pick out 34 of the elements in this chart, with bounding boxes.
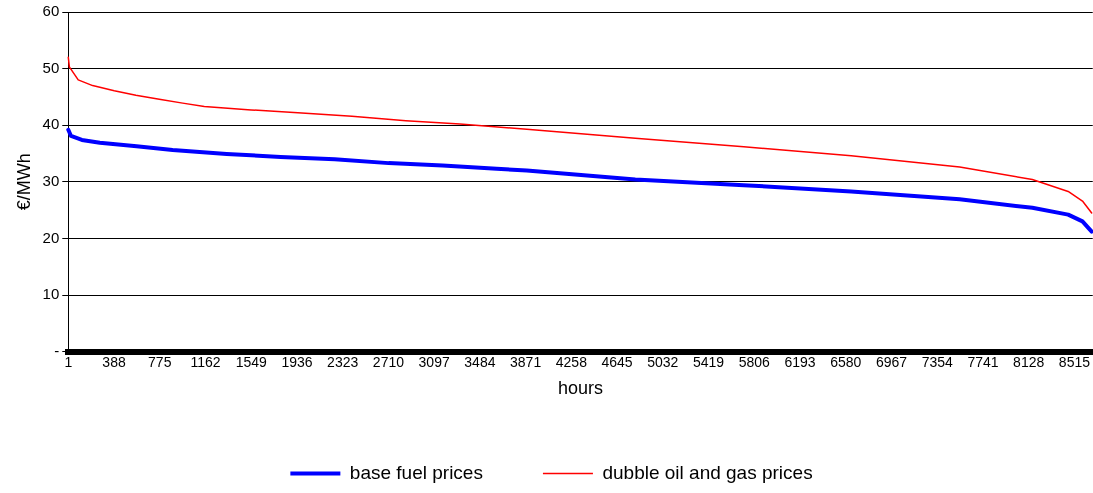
y-tick-label: 10 (42, 285, 60, 303)
x-tick-label: 1549 (235, 353, 267, 370)
x-tick-label: 6967 (875, 353, 908, 370)
y-tick-label: 40 (42, 115, 60, 133)
x-tick-label: 7354 (921, 353, 954, 370)
x-tick-label: 775 (148, 353, 172, 370)
x-tick-label: 1162 (190, 353, 221, 370)
legend-label: dubble oil and gas prices (602, 461, 813, 483)
y-tick-label: 20 (42, 228, 60, 246)
x-tick-label: 3484 (464, 353, 496, 370)
x-tick-label: 6193 (784, 353, 816, 370)
x-tick-label: 2323 (327, 353, 359, 370)
x-tick-label: 1936 (281, 353, 313, 370)
x-tick-label: 6580 (830, 353, 862, 370)
x-tick-label: 4258 (555, 353, 588, 370)
legend-label: base fuel prices (349, 461, 483, 483)
y-tick-label: 30 (42, 171, 60, 189)
y-tick-label: 50 (42, 58, 60, 76)
x-tick-label: 5419 (692, 353, 725, 370)
x-tick-label: 1 (64, 353, 73, 370)
x-tick-label: 3871 (510, 353, 542, 370)
x-tick-label: 5032 (647, 353, 679, 370)
y-tick-label: - (54, 341, 60, 359)
y-tick-label: 60 (42, 2, 60, 20)
x-tick-label: 2710 (372, 353, 405, 370)
x-tick-label: 3097 (418, 353, 450, 370)
x-tick-label: 7741 (967, 353, 999, 370)
x-tick-label: 4645 (601, 353, 633, 370)
y-axis-title: €/MWh (13, 153, 34, 211)
x-tick-label: 8128 (1013, 353, 1045, 370)
x-tick-label: 5806 (738, 353, 771, 370)
x-tick-label: 388 (102, 353, 126, 370)
x-axis-title: hours (558, 378, 604, 399)
x-tick-label: 8515 (1058, 353, 1091, 370)
